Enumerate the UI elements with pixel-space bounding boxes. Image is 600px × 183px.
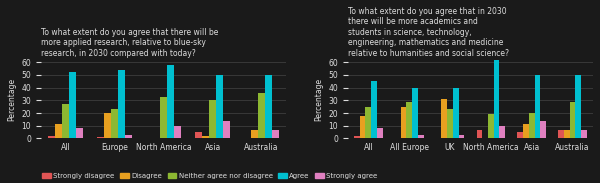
Bar [118,70,125,138]
Y-axis label: Percentage: Percentage [7,77,16,121]
Bar [581,130,587,138]
Bar [564,130,570,138]
Bar [570,102,575,138]
Bar [76,128,83,138]
Bar [412,88,418,138]
Bar [209,100,216,138]
Bar [354,136,360,138]
Bar [258,93,265,138]
Bar [202,136,209,138]
Bar [488,114,494,138]
Bar [494,60,499,138]
Bar [458,135,464,138]
Bar [575,75,581,138]
Bar [69,72,76,138]
Bar [529,113,535,138]
Bar [265,75,272,138]
Bar [111,109,118,138]
Legend: Strongly disagree, Disagree, Neither agree nor disagree, Agree, Strongly agree: Strongly disagree, Disagree, Neither agr… [40,170,380,181]
Bar [251,130,258,138]
Bar [125,135,131,138]
Bar [272,130,279,138]
Bar [499,126,505,138]
Bar [401,107,406,138]
Bar [406,102,412,138]
Bar [523,124,529,138]
Bar [196,132,202,138]
Bar [447,109,453,138]
Bar [216,75,223,138]
Bar [360,115,365,138]
Text: To what extent do you agree that there will be
more applied research, relative t: To what extent do you agree that there w… [41,28,218,57]
Bar [377,128,383,138]
Y-axis label: Percentage: Percentage [314,77,323,121]
Text: To what extent do you agree that in 2030
there will be more academics and
studen: To what extent do you agree that in 2030… [348,7,509,57]
Bar [541,121,546,138]
Bar [418,135,424,138]
Bar [476,130,482,138]
Bar [55,124,62,138]
Bar [517,132,523,138]
Bar [442,99,447,138]
Bar [559,130,564,138]
Bar [453,88,458,138]
Bar [223,121,230,138]
Bar [371,81,377,138]
Bar [49,136,55,138]
Bar [97,137,104,138]
Bar [62,104,69,138]
Bar [167,65,174,138]
Bar [535,75,541,138]
Bar [365,107,371,138]
Bar [174,126,181,138]
Bar [104,113,111,138]
Bar [160,96,167,138]
